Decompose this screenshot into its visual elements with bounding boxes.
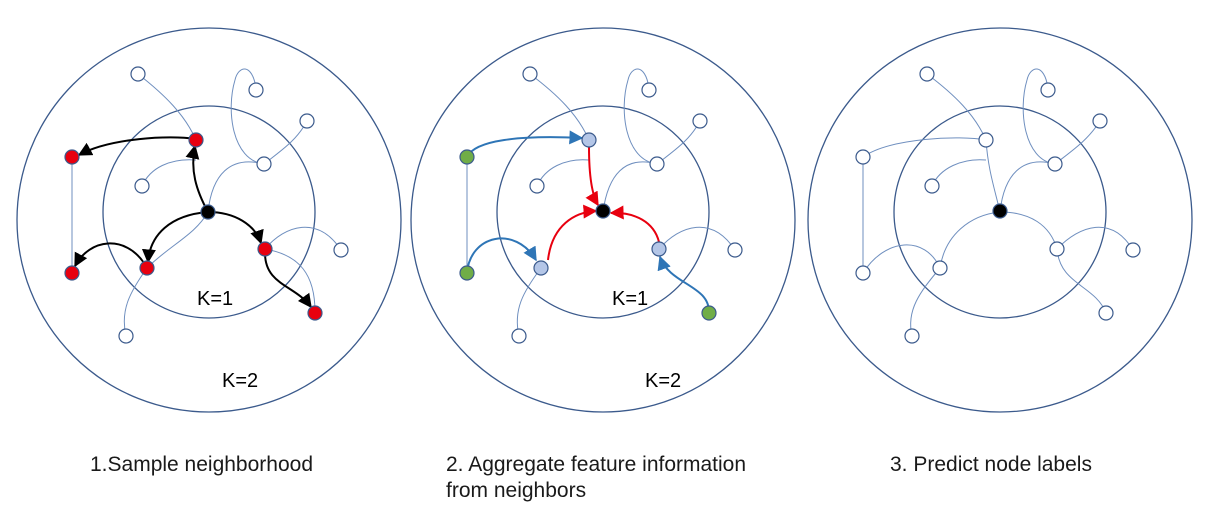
k2-label: K=2 xyxy=(222,370,258,392)
aggregate-arrows-outer xyxy=(466,130,711,314)
node xyxy=(299,113,315,129)
sampled-node xyxy=(64,149,80,165)
inner-circle-k1 xyxy=(102,105,316,319)
node xyxy=(1125,242,1141,258)
sample-arrow xyxy=(141,211,209,264)
node xyxy=(1047,156,1063,172)
neighbor-node xyxy=(533,260,549,276)
node xyxy=(641,82,657,98)
aggregate-arrow xyxy=(585,146,599,207)
node xyxy=(978,132,994,148)
graph-edges xyxy=(862,68,1134,337)
node xyxy=(1092,113,1108,129)
caption-step-1: 1.Sample neighborhood xyxy=(90,452,313,478)
center-node xyxy=(992,203,1008,219)
node xyxy=(727,242,743,258)
sampled-node xyxy=(139,260,155,276)
node xyxy=(1040,82,1056,98)
aggregate-arrow xyxy=(547,204,598,261)
caption-line: 1.Sample neighborhood xyxy=(90,453,314,476)
aggregate-arrow xyxy=(609,205,660,243)
k1-label: K=1 xyxy=(612,288,648,310)
panel-predict-labels xyxy=(807,27,1193,413)
k2-label: K=2 xyxy=(645,370,681,392)
node xyxy=(248,82,264,98)
aggregate-arrow xyxy=(466,237,537,274)
sample-arrow xyxy=(185,144,209,213)
aggregate-arrow xyxy=(657,255,711,314)
caption-line: from neighbors xyxy=(446,479,587,502)
panel-aggregate-features: K=1 K=2 xyxy=(410,27,796,413)
outer-node xyxy=(701,305,717,321)
sample-arrow xyxy=(74,242,145,268)
node xyxy=(855,265,871,281)
node xyxy=(649,156,665,172)
graph-edges xyxy=(466,68,736,337)
caption-line: 2. Aggregate feature information xyxy=(446,453,747,476)
sampled-node xyxy=(64,265,80,281)
outer-node xyxy=(459,265,475,281)
center-node xyxy=(595,203,611,219)
sample-arrow xyxy=(264,252,312,309)
graph-nodes xyxy=(855,66,1141,344)
sampling-arrows xyxy=(74,136,312,309)
caption-step-2: 2. Aggregate feature information from ne… xyxy=(446,452,826,504)
node xyxy=(134,178,150,194)
node xyxy=(924,178,940,194)
node xyxy=(1049,241,1065,257)
outer-node xyxy=(459,149,475,165)
panel-sample-neighborhood: K=1 K=2 xyxy=(16,27,402,413)
neighbor-node xyxy=(651,241,667,257)
sample-arrow xyxy=(207,211,264,245)
node xyxy=(904,328,920,344)
node xyxy=(932,260,948,276)
graph-nodes xyxy=(459,66,743,344)
node xyxy=(333,242,349,258)
node xyxy=(855,149,871,165)
inner-circle-k1 xyxy=(496,105,710,319)
sample-arrow xyxy=(77,136,196,156)
sampled-node xyxy=(307,305,323,321)
node xyxy=(919,66,935,82)
node xyxy=(256,156,272,172)
outer-circle-k2 xyxy=(807,27,1193,413)
node xyxy=(529,178,545,194)
node xyxy=(511,328,527,344)
center-node xyxy=(200,204,216,220)
sampled-node xyxy=(257,241,273,257)
node xyxy=(1098,305,1114,321)
outer-circle-k2 xyxy=(410,27,796,413)
node xyxy=(692,113,708,129)
node xyxy=(130,66,146,82)
graph-nodes xyxy=(64,66,349,344)
node xyxy=(118,328,134,344)
caption-line: 3. Predict node labels xyxy=(890,453,1092,476)
neighbor-node xyxy=(581,132,597,148)
outer-circle-k2 xyxy=(16,27,402,413)
inner-circle-k1 xyxy=(893,105,1107,319)
aggregate-arrows-inner xyxy=(547,146,660,261)
node xyxy=(522,66,538,82)
k1-label: K=1 xyxy=(197,288,233,310)
caption-step-3: 3. Predict node labels xyxy=(890,452,1092,478)
sampled-node xyxy=(188,132,204,148)
